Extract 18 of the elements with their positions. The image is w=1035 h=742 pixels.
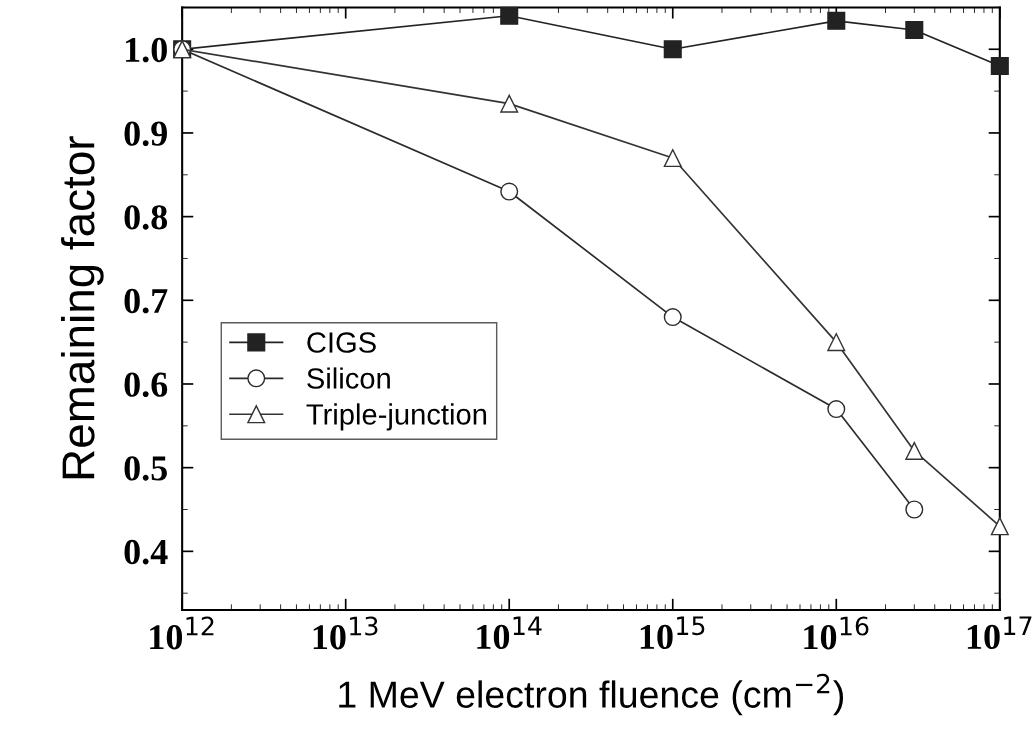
y-tick-label: 0.7 [124, 288, 168, 314]
x-axis-title: 1 MeV electron fluence (cm$^{−2}$) [339, 673, 844, 716]
y-tick-label: 0.8 [124, 205, 168, 230]
x-tick-label: 10$^{15}$ [640, 616, 705, 650]
y-tick-label: 0.5 [124, 456, 167, 481]
legend-label: Triple-junction [306, 403, 487, 431]
legend-label: CIGS [307, 332, 376, 353]
y-tick-label: 0.6 [124, 372, 168, 398]
x-tick-label: 10$^{13}$ [313, 616, 378, 650]
y-tick-label: 1.0 [126, 37, 167, 63]
legend-label: Silicon [307, 367, 390, 389]
x-tick-label: 10$^{16}$ [804, 616, 869, 650]
x-tick-label: 10$^{14}$ [477, 616, 542, 650]
y-tick-label: 0.9 [124, 121, 167, 146]
y-tick-label: 0.4 [124, 539, 168, 565]
y-axis-title: Remaining factor [60, 136, 104, 479]
x-tick-label: 10$^{17}$ [967, 616, 1032, 650]
x-tick-label: 10$^{12}$ [150, 616, 214, 650]
